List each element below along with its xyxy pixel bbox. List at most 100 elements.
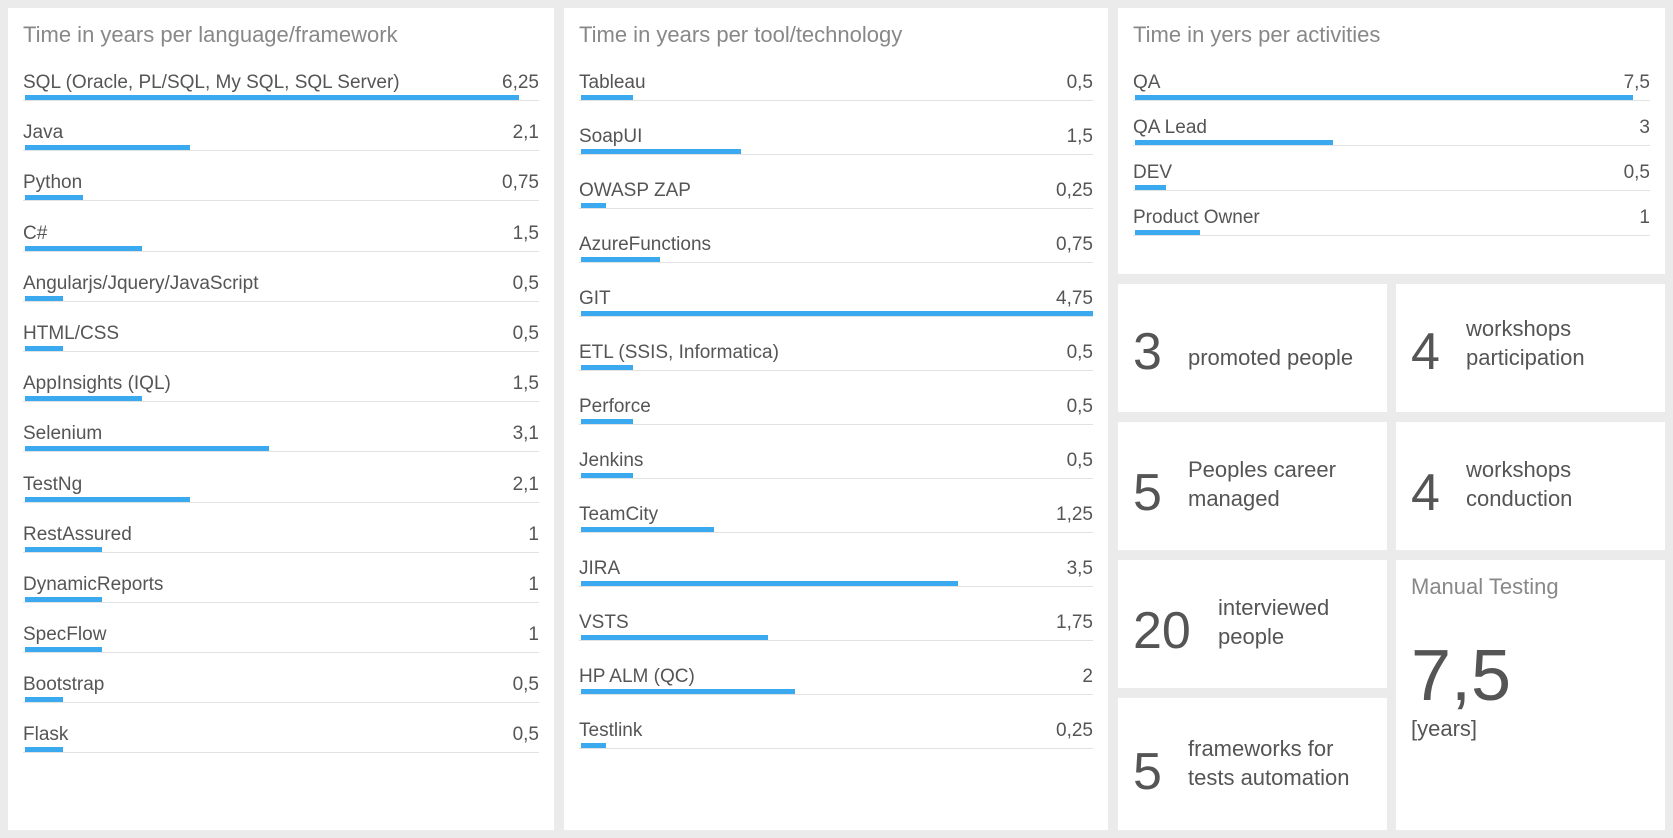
tool-row-track xyxy=(579,262,1093,263)
language-row-bar xyxy=(25,245,143,251)
kpi-career-managed-line2: managed xyxy=(1188,486,1280,511)
language-row-bar xyxy=(25,647,103,653)
tool-row-label: OWASP ZAP xyxy=(579,180,691,201)
language-row-track xyxy=(23,250,539,252)
language-row-bar xyxy=(25,747,63,753)
language-row-value: 0,5 xyxy=(512,674,539,696)
tool-row-bar xyxy=(581,95,634,100)
kpi-promoted-label: promoted people xyxy=(1188,343,1353,372)
tool-row-track xyxy=(579,154,1093,155)
manual-testing-unit: [years] xyxy=(1411,716,1478,741)
tool-row-bar xyxy=(581,581,958,586)
language-row: Flask 0,5 xyxy=(23,724,539,774)
activity-row: DEV 0,5 xyxy=(1133,162,1650,207)
language-row-label: TestNg xyxy=(23,473,83,495)
tool-row-value: 4,75 xyxy=(1056,288,1093,309)
tool-row-track xyxy=(579,640,1093,641)
language-row: AppInsights (IQL) 1,5 xyxy=(23,373,539,423)
tool-row-value: 2 xyxy=(1082,666,1093,687)
language-row-value: 0,5 xyxy=(512,724,539,746)
activity-row-bar xyxy=(1135,185,1167,190)
tool-row-label: SoapUI xyxy=(579,126,643,147)
language-row-track xyxy=(23,200,539,202)
tool-row-bar xyxy=(581,257,661,262)
language-row-track xyxy=(23,702,539,704)
tool-row-value: 1,75 xyxy=(1056,612,1093,633)
language-row-label: DynamicReports xyxy=(23,573,164,595)
tool-row-value: 1,25 xyxy=(1056,504,1093,525)
language-row-value: 3,1 xyxy=(512,423,539,445)
language-row-track xyxy=(23,150,539,152)
kpi-frameworks-line1: frameworks for xyxy=(1188,736,1334,761)
language-row-value: 0,5 xyxy=(512,322,539,344)
kpi-workshops-participation-line1: workshops xyxy=(1466,316,1572,341)
tool-row-bar xyxy=(581,419,634,424)
kpi-career-managed-line1: Peoples career xyxy=(1188,457,1336,482)
kpi-interviewed-number: 20 xyxy=(1133,602,1191,660)
tool-row-label: AzureFunctions xyxy=(579,234,712,255)
tool-row: TeamCity 1,25 xyxy=(579,504,1093,558)
activity-row-value: 7,5 xyxy=(1623,72,1650,93)
activity-row-label: QA xyxy=(1133,72,1161,93)
tool-row: SoapUI 1,5 xyxy=(579,126,1093,180)
tool-row-track xyxy=(579,208,1093,209)
language-row-label: SpecFlow xyxy=(23,624,107,646)
tool-row-label: Perforce xyxy=(579,396,651,417)
language-row-label: Bootstrap xyxy=(23,674,105,696)
tool-row-label: Tableau xyxy=(579,72,646,93)
language-row-track xyxy=(23,551,539,553)
language-row: Bootstrap 0,5 xyxy=(23,674,539,724)
language-row-label: Angularjs/Jquery/JavaScript xyxy=(23,272,259,294)
kpi-workshops-conduction-line2: conduction xyxy=(1466,486,1573,511)
activity-row-value: 1 xyxy=(1639,207,1650,228)
tool-row-bar xyxy=(581,743,607,748)
tool-row-track xyxy=(579,694,1093,695)
language-row-track xyxy=(23,752,539,754)
activities-title: Time in yers per activities xyxy=(1133,22,1381,47)
language-row-bar xyxy=(25,95,520,100)
language-row-track xyxy=(23,652,539,654)
activity-row-bar xyxy=(1135,95,1634,100)
activity-row: QA Lead 3 xyxy=(1133,117,1650,162)
activity-row: Product Owner 1 xyxy=(1133,207,1650,252)
languages-tile: Time in years per language/framework SQL… xyxy=(8,8,554,830)
language-row-value: 1 xyxy=(528,624,539,646)
tools-list: Tableau 0,5 SoapUI 1,5 OWASP ZAP 0,25 AzureFun… xyxy=(579,72,1093,774)
language-row-value: 0,5 xyxy=(512,272,539,294)
activity-row-value: 3 xyxy=(1639,117,1650,138)
languages-title: Time in years per language/framework xyxy=(23,22,398,47)
language-row: HTML/CSS 0,5 xyxy=(23,323,539,373)
language-row-bar xyxy=(25,345,63,351)
language-row-value: 1 xyxy=(528,523,539,545)
tool-row-value: 0,75 xyxy=(1056,234,1093,255)
kpi-interviewed-label: interviewed people xyxy=(1218,593,1329,651)
tool-row-track xyxy=(579,100,1093,101)
kpi-frameworks-tile: 5 frameworks for tests automation xyxy=(1118,698,1387,830)
activity-row-value: 0,5 xyxy=(1623,162,1650,183)
activity-row-track xyxy=(1133,100,1650,101)
activity-row-track xyxy=(1133,145,1650,146)
activity-row-label: DEV xyxy=(1133,162,1173,183)
tool-row-value: 3,5 xyxy=(1066,558,1093,579)
tool-row-track xyxy=(579,424,1093,425)
kpi-workshops-participation-number: 4 xyxy=(1411,323,1440,381)
tool-row-bar xyxy=(581,635,769,640)
tool-row-value: 1,5 xyxy=(1066,126,1093,147)
tools-title: Time in years per tool/technology xyxy=(579,22,903,47)
language-row: Python 0,75 xyxy=(23,172,539,222)
tool-row-value: 0,25 xyxy=(1056,720,1093,741)
languages-list: SQL (Oracle, PL/SQL, My SQL, SQL Server)… xyxy=(23,72,539,775)
tool-row-track xyxy=(579,586,1093,587)
tool-row: Testlink 0,25 xyxy=(579,720,1093,774)
kpi-frameworks-label: frameworks for tests automation xyxy=(1188,734,1349,792)
tool-row: AzureFunctions 0,75 xyxy=(579,234,1093,288)
language-row-label: HTML/CSS xyxy=(23,322,120,344)
tool-row-bar xyxy=(581,689,796,694)
tool-row-label: Testlink xyxy=(579,720,643,741)
tool-row-track xyxy=(579,316,1093,317)
tool-row: Perforce 0,5 xyxy=(579,396,1093,450)
activity-row-track xyxy=(1133,190,1650,191)
language-row: Selenium 3,1 xyxy=(23,423,539,473)
language-row-label: RestAssured xyxy=(23,523,132,545)
kpi-interviewed-tile: 20 interviewed people xyxy=(1118,560,1387,688)
